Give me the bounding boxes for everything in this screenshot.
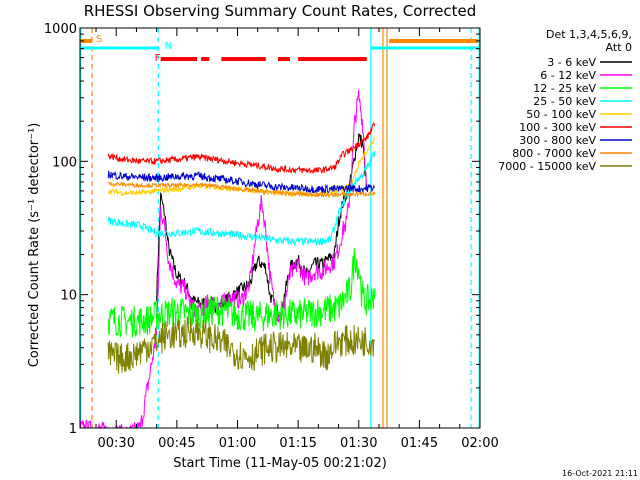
legend-label: 6 - 12 keV: [540, 69, 596, 82]
x-tick-label: 01:15: [279, 436, 316, 451]
legend-label: 12 - 25 keV: [533, 82, 596, 95]
plot-frame-rect: [79, 27, 481, 429]
plot-frame: [79, 27, 481, 429]
legend-label: 100 - 300 keV: [519, 121, 596, 134]
y-tick-label: 100: [52, 155, 77, 170]
y-tick-labels: 1 10 100 1000: [44, 22, 77, 437]
y-tick-label: 1000: [44, 22, 77, 37]
y-axis-label: Corrected Count Rate (s⁻¹ detector⁻¹): [27, 123, 42, 368]
x-tick-label: 00:45: [158, 436, 195, 451]
state-flag-n: N: [165, 41, 172, 52]
x-tick-label: 00:30: [98, 436, 135, 451]
legend-label: 7000 - 15000 keV: [498, 160, 596, 173]
timestamp: 16-Oct-2021 21:11: [562, 469, 638, 478]
series-line-6: [107, 170, 375, 195]
y-tick-label: 1: [69, 422, 77, 437]
instrument-state-markers: S NF: [80, 28, 480, 428]
state-flag-f: F: [155, 53, 161, 64]
x-tick-label: 01:00: [219, 436, 256, 451]
legend-header-2: Att 0: [606, 41, 632, 54]
x-tick-label: 01:30: [340, 436, 377, 451]
legend-label: 800 - 7000 keV: [512, 147, 596, 160]
y-tick-label: 10: [60, 289, 77, 304]
series-line-5: [107, 121, 376, 174]
series-line-3: [107, 150, 376, 247]
series-line-8: [107, 316, 376, 374]
legend-label: 50 - 100 keV: [526, 108, 596, 121]
x-tick-label: 01:45: [401, 436, 438, 451]
x-tick-label: 02:00: [461, 436, 498, 451]
legend-header-1: Det 1,3,4,5,6,9,: [546, 28, 632, 41]
series-line-2: [107, 247, 376, 339]
state-flag-s: S: [96, 34, 102, 45]
series-line-0: [156, 132, 368, 318]
series-line-7: [107, 181, 376, 198]
legend-label: 300 - 800 keV: [519, 134, 596, 147]
series-lines: [79, 89, 376, 430]
legend-label: 3 - 6 keV: [547, 56, 596, 69]
x-axis-label: Start Time (11-May-05 00:21:02): [173, 456, 387, 471]
chart-title: RHESSI Observing Summary Count Rates, Co…: [84, 2, 477, 20]
legend-label: 25 - 50 keV: [533, 95, 596, 108]
x-tick-labels: 00:30 00:45 01:00 01:15 01:30 01:45 02:00: [98, 436, 499, 451]
